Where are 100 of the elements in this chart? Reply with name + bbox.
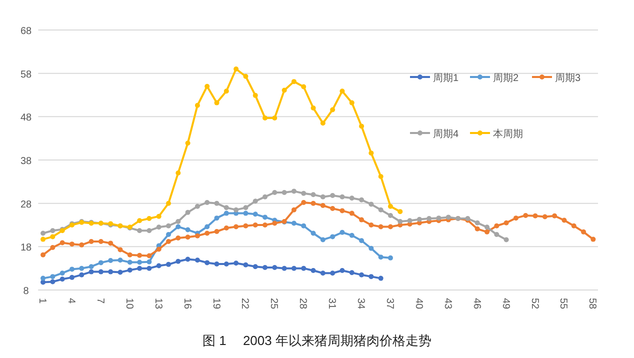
x-tick-label: 28 [297,298,308,310]
point [137,218,142,224]
point [310,192,316,198]
point [301,84,306,90]
point [494,223,500,228]
point [166,262,171,267]
point [291,207,296,212]
point [562,218,567,223]
point [320,194,326,200]
x-tick-label: 40 [412,298,424,310]
point [494,232,500,238]
point [137,260,142,265]
point [484,229,490,234]
point [301,190,306,196]
point [378,224,384,230]
point [359,197,364,202]
point [108,269,114,274]
point [88,238,94,244]
point [272,115,278,120]
x-tick-label: 58 [586,298,598,310]
point [146,266,152,271]
point [50,245,56,250]
point [88,264,94,270]
point [359,238,364,244]
point [137,252,142,258]
point [291,220,296,226]
legend-label: 本周期 [493,128,523,140]
point [185,234,190,240]
point [349,270,354,276]
point [204,230,210,236]
point [204,224,210,230]
x-tick-label: 25 [268,298,280,310]
point [98,238,104,244]
x-tick-label: 16 [181,298,192,310]
point [60,240,65,246]
point [301,223,306,228]
point [310,230,316,236]
point [504,237,509,242]
point [252,222,258,228]
y-tick-label: 68 [20,26,32,37]
point [127,268,132,273]
point [234,66,239,72]
point [330,193,336,198]
point [69,274,74,280]
point [166,200,171,206]
point [426,216,432,221]
point [359,217,364,222]
point [79,272,84,278]
x-tick-label: 31 [326,298,338,310]
point [214,229,220,234]
point [320,270,326,276]
point [204,200,210,205]
point [243,262,248,268]
point [282,88,287,93]
point [176,224,181,230]
point [156,246,162,252]
point [359,124,364,129]
x-tick-label: 19 [210,298,222,310]
point [340,194,345,200]
point [340,230,345,235]
x-tick-label: 43 [442,298,453,310]
x-tick-label: 1 [36,298,48,304]
point [484,224,490,230]
point [214,200,220,206]
point [252,198,258,204]
point [185,227,190,232]
point [474,220,480,226]
point [50,234,56,240]
point [98,260,104,266]
point [166,223,171,228]
point [146,216,152,221]
y-tick-label: 48 [20,112,32,124]
point [166,232,171,238]
point [243,223,248,228]
point [513,216,518,221]
point [176,219,181,224]
point [378,276,384,281]
point [40,230,46,236]
point [224,88,229,94]
point [156,214,162,219]
point [176,170,181,176]
point [436,216,442,221]
point [407,218,412,224]
point [368,246,374,251]
point [69,266,74,272]
point [349,210,354,216]
point [60,270,65,276]
legend-label: 周期1 [433,72,459,84]
point [504,220,509,226]
point [108,258,114,264]
point [291,266,296,271]
point [378,174,384,179]
point [262,214,268,220]
point [523,212,528,218]
point [340,88,345,94]
point [146,228,152,234]
point [291,79,296,84]
point [571,223,576,228]
point [388,224,393,230]
point [194,204,200,209]
